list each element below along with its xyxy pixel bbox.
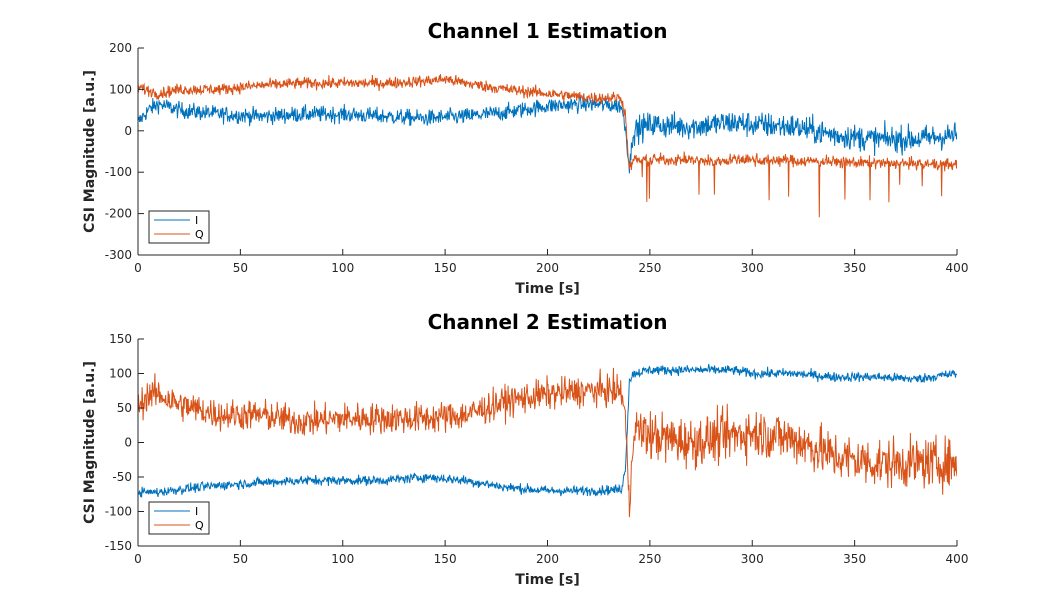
x-tick-label: 250 <box>638 552 661 566</box>
y-tick-label: -200 <box>105 207 132 221</box>
x-tick-label: 100 <box>331 261 354 275</box>
legend-label-q: Q <box>195 519 204 532</box>
y-tick-label: -100 <box>105 165 132 179</box>
x-tick-label: 200 <box>536 261 559 275</box>
x-tick-label: 400 <box>946 552 969 566</box>
legend-label-q: Q <box>195 228 204 241</box>
x-tick-label: 250 <box>638 261 661 275</box>
chart-title: Channel 2 Estimation <box>428 310 668 334</box>
subplot-1: 0 50 100 150 200 250 300 350 400 200 100 0 -100 -200 -… <box>82 19 968 297</box>
plot-area <box>138 364 957 518</box>
y-tick-label: 100 <box>109 82 132 96</box>
series-line-i <box>138 364 957 498</box>
series-line-i <box>138 94 957 174</box>
x-tick-label: 200 <box>536 552 559 566</box>
y-tick-label: -100 <box>105 505 132 519</box>
x-tick-label: 150 <box>434 552 457 566</box>
subplot-2: 0 50 100 150 200 250 300 350 400 150 100 50 0 -50 -100… <box>82 310 968 588</box>
x-tick-label: 0 <box>134 552 142 566</box>
series-line-q <box>138 74 957 218</box>
y-tick-label: 100 <box>109 367 132 381</box>
x-tick-label: 50 <box>233 552 248 566</box>
y-tick-label: -50 <box>112 470 132 484</box>
y-tick-label: 50 <box>117 401 132 415</box>
legend-label-i: I <box>195 214 198 227</box>
x-tick-label: 300 <box>741 552 764 566</box>
legend-box <box>148 210 210 244</box>
legend-label-i: I <box>195 505 198 518</box>
x-tick-label: 400 <box>946 261 969 275</box>
y-tick-label: 0 <box>124 436 132 450</box>
x-axis-label: Time [s] <box>515 281 579 297</box>
plot-area <box>138 74 957 218</box>
y-tick-label: 150 <box>109 332 132 346</box>
y-tick-label: 200 <box>109 41 132 55</box>
chart-title: Channel 1 Estimation <box>428 19 668 43</box>
x-axis-label: Time [s] <box>515 572 579 588</box>
x-tick-label: 350 <box>843 552 866 566</box>
x-tick-label: 150 <box>434 261 457 275</box>
y-tick-label: -150 <box>105 539 132 553</box>
y-axis-label: CSI Magnitude [a.u.] <box>82 70 98 233</box>
y-axis-label: CSI Magnitude [a.u.] <box>82 361 98 524</box>
y-tick-label: 0 <box>124 124 132 138</box>
legend-box <box>148 501 210 535</box>
y-tick-label: -300 <box>105 248 132 262</box>
x-tick-label: 0 <box>134 261 142 275</box>
legend: IQ <box>148 210 210 244</box>
x-tick-label: 50 <box>233 261 248 275</box>
legend: IQ <box>148 501 210 535</box>
x-tick-label: 100 <box>331 552 354 566</box>
x-tick-label: 300 <box>741 261 764 275</box>
x-tick-label: 350 <box>843 261 866 275</box>
series-line-q <box>138 367 957 518</box>
